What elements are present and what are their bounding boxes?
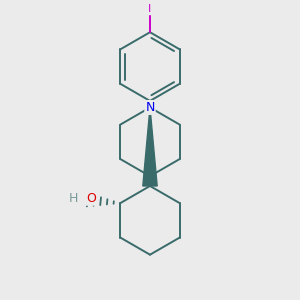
Text: O: O — [86, 192, 96, 205]
Text: N: N — [145, 101, 155, 114]
Polygon shape — [143, 107, 157, 186]
Text: H: H — [69, 192, 79, 205]
Text: I: I — [148, 4, 152, 14]
